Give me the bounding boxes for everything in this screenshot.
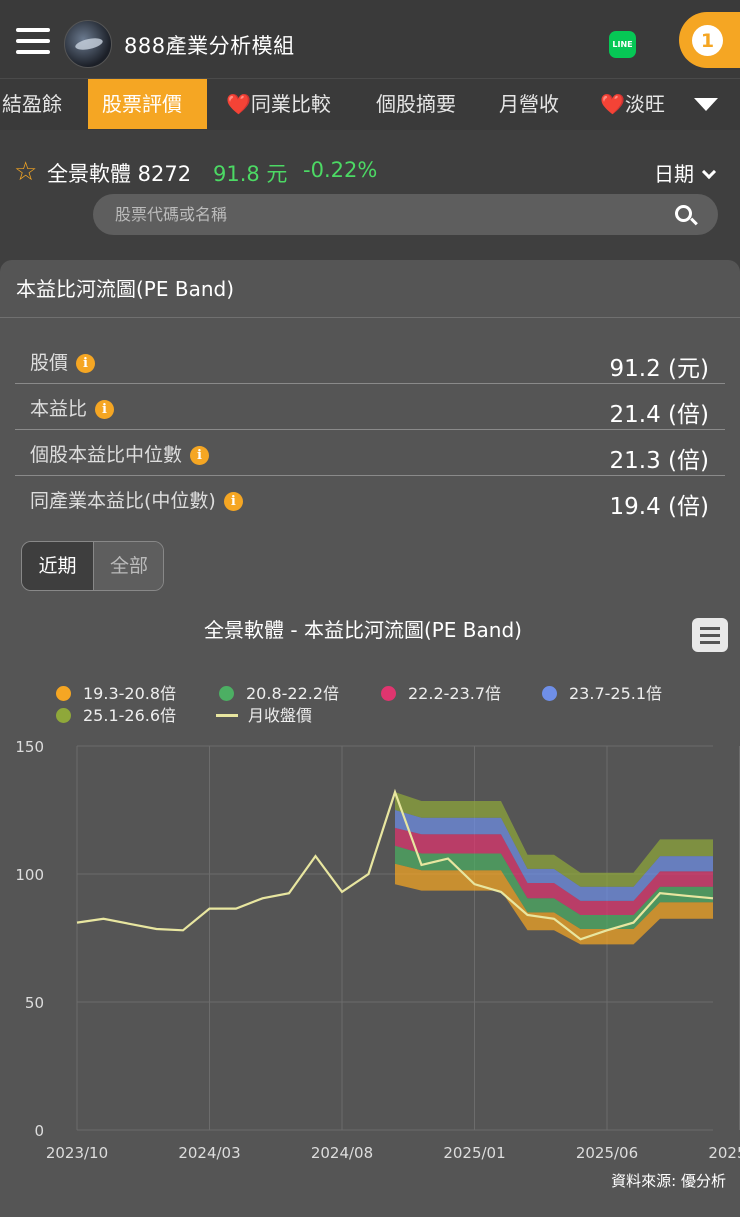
legend-item[interactable]: 20.8-22.2倍 bbox=[219, 680, 339, 704]
tab-seasonality[interactable]: ❤️淡旺 bbox=[600, 92, 665, 116]
pe-band-card: 本益比河流圖(PE Band) 股價 i 91.2 (元) 本益比 i 21.4 (… bbox=[0, 260, 740, 1217]
x-tick-label: 2024/03 bbox=[178, 1144, 240, 1162]
chart-menu-icon[interactable] bbox=[692, 618, 728, 652]
pe-band-area bbox=[395, 792, 713, 887]
y-tick-label: 0 bbox=[34, 1122, 44, 1140]
x-tick-label: 2025/06 bbox=[576, 1144, 638, 1162]
menu-icon[interactable] bbox=[16, 28, 50, 54]
toggle-all-button[interactable]: 全部 bbox=[93, 542, 163, 590]
metric-value: 21.4 (倍) bbox=[609, 402, 709, 428]
legend-marker bbox=[56, 708, 71, 723]
notification-button[interactable]: 1 bbox=[679, 12, 740, 68]
notification-count: 1 bbox=[692, 25, 723, 56]
card-title: 本益比河流圖(PE Band) bbox=[0, 260, 740, 318]
metric-label: 本益比 i bbox=[30, 394, 115, 421]
favorite-star-icon[interactable]: ☆ bbox=[14, 157, 38, 187]
tab-peer-comparison[interactable]: ❤️同業比較 bbox=[226, 92, 331, 116]
info-icon[interactable]: i bbox=[190, 446, 210, 465]
metric-value: 91.2 (元) bbox=[609, 356, 709, 382]
legend-item[interactable]: 25.1-26.6倍 bbox=[56, 702, 176, 726]
data-source: 資料來源: 優分析 bbox=[611, 1172, 726, 1190]
info-icon[interactable]: i bbox=[223, 492, 243, 511]
metric-row: 個股本益比中位數 i 21.3 (倍) bbox=[15, 430, 725, 476]
heart-icon: ❤️ bbox=[226, 92, 251, 116]
legend-marker bbox=[56, 686, 71, 701]
search-bar bbox=[93, 194, 718, 235]
chevron-down-icon bbox=[701, 164, 717, 180]
metric-value: 21.3 (倍) bbox=[609, 448, 709, 474]
metric-row: 同產業本益比(中位數) i 19.4 (倍) bbox=[15, 476, 725, 522]
range-toggle: 近期 全部 bbox=[21, 541, 164, 591]
stock-name: 全景軟體 8272 bbox=[47, 162, 192, 186]
tab-stock-summary[interactable]: 個股摘要 bbox=[376, 92, 456, 116]
legend-marker bbox=[216, 714, 238, 717]
price-line bbox=[76, 788, 714, 941]
stock-header: ☆ 全景軟體 8272 91.8 元 -0.22% 日期 bbox=[14, 156, 726, 188]
tab-monthly-revenue[interactable]: 月營收 bbox=[499, 92, 559, 116]
metric-label: 股價 i bbox=[30, 348, 96, 375]
x-tick-label: 2025/01 bbox=[443, 1144, 505, 1162]
y-tick-label: 50 bbox=[25, 994, 44, 1012]
search-icon[interactable] bbox=[675, 205, 692, 222]
pe-band-area bbox=[395, 845, 713, 929]
app-title: 888產業分析模組 bbox=[124, 34, 295, 58]
y-tick-label: 100 bbox=[15, 866, 44, 884]
top-bar: 888產業分析模組 LINE 1 bbox=[0, 0, 740, 78]
tab-earnings[interactable]: 結盈餘 bbox=[2, 92, 62, 116]
stock-change: -0.22% bbox=[303, 158, 378, 182]
pe-band-area bbox=[395, 810, 713, 901]
legend-marker bbox=[381, 686, 396, 701]
chart-legend: 19.3-20.8倍 20.8-22.2倍 22.2-23.7倍 23.7-25… bbox=[56, 680, 736, 726]
metric-row: 本益比 i 21.4 (倍) bbox=[15, 384, 725, 430]
line-icon[interactable]: LINE bbox=[609, 31, 636, 58]
stock-price: 91.8 元 bbox=[213, 162, 288, 186]
y-tick-label: 150 bbox=[15, 738, 44, 756]
info-icon[interactable]: i bbox=[95, 400, 115, 419]
legend-item[interactable]: 19.3-20.8倍 bbox=[56, 680, 176, 704]
chart-title: 全景軟體 - 本益比河流圖(PE Band) bbox=[204, 618, 522, 642]
pe-band-area bbox=[395, 827, 713, 915]
info-icon[interactable]: i bbox=[76, 354, 96, 373]
metric-row: 股價 i 91.2 (元) bbox=[15, 338, 725, 384]
legend-item[interactable]: 23.7-25.1倍 bbox=[542, 680, 662, 704]
heart-icon: ❤️ bbox=[600, 92, 625, 116]
legend-item[interactable]: 22.2-23.7倍 bbox=[381, 680, 501, 704]
x-tick-label: 2023/10 bbox=[46, 1144, 108, 1162]
legend-marker bbox=[542, 686, 557, 701]
toggle-recent-button[interactable]: 近期 bbox=[22, 542, 93, 590]
tab-stock-valuation[interactable]: 股票評價 bbox=[88, 79, 207, 129]
x-tick-label: 2024/08 bbox=[311, 1144, 373, 1162]
pe-band-chart: 0 50 100 150 2023/10 2024/03 2024/08 2025/01 202… bbox=[15, 738, 740, 1162]
tab-bar: 結盈餘 股票評價 ❤️同業比較 個股摘要 月營收 ❤️淡旺 bbox=[0, 78, 740, 130]
x-tick-label: 2025/10 bbox=[708, 1144, 740, 1162]
tabs-more-chevron-down-icon[interactable] bbox=[672, 79, 740, 129]
metric-label: 個股本益比中位數 i bbox=[30, 440, 210, 467]
legend-item[interactable]: 月收盤價 bbox=[216, 702, 312, 726]
app-logo[interactable] bbox=[64, 20, 112, 68]
search-input[interactable] bbox=[115, 194, 655, 235]
date-selector[interactable]: 日期 bbox=[654, 158, 717, 187]
legend-marker bbox=[219, 686, 234, 701]
metric-label: 同產業本益比(中位數) i bbox=[30, 486, 243, 513]
metric-value: 19.4 (倍) bbox=[609, 494, 709, 520]
